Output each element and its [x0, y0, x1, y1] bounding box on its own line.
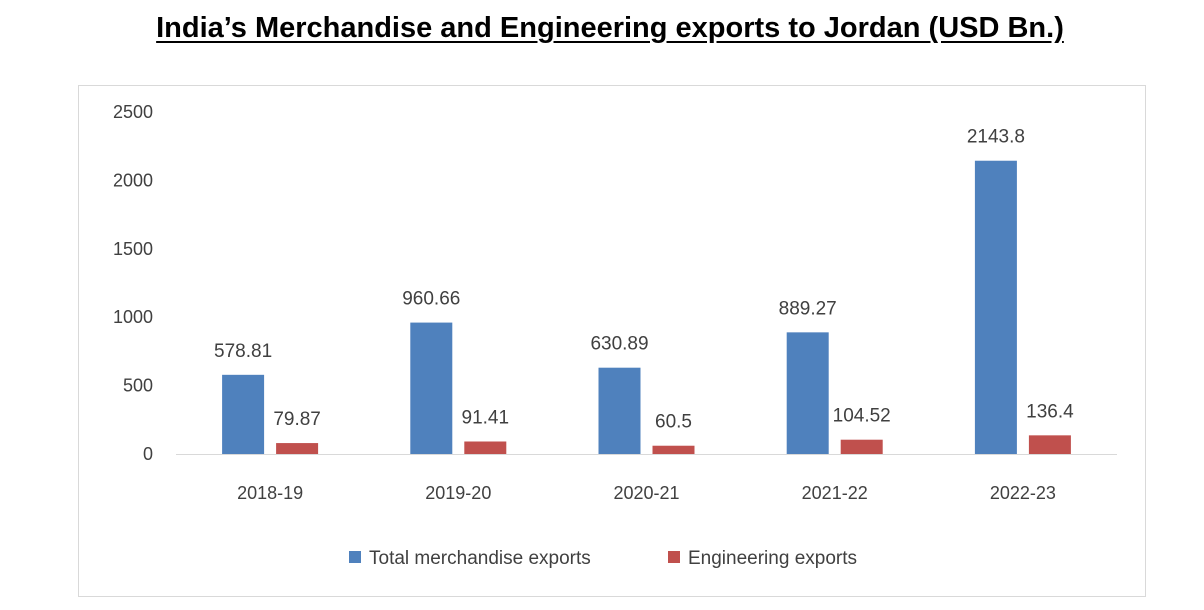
bar-engineering-2020-21 [652, 445, 695, 454]
legend-label: Engineering exports [688, 548, 857, 569]
bar-total-merchandise-2018-19 [222, 374, 265, 454]
bar-engineering-2018-19 [276, 443, 319, 454]
data-label: 889.27 [779, 298, 837, 319]
chart-frame [78, 85, 1146, 597]
legend-swatch-total-merchandise [349, 551, 361, 563]
legend-label: Total merchandise exports [369, 548, 591, 569]
y-tick-label: 500 [123, 376, 153, 396]
data-label: 2143.8 [967, 127, 1025, 148]
y-tick-label: 2500 [113, 102, 153, 122]
data-label: 136.4 [1026, 401, 1074, 422]
y-tick-label: 1500 [113, 239, 153, 259]
bar-total-merchandise-2019-20 [410, 322, 453, 454]
bar-total-merchandise-2021-22 [786, 332, 829, 454]
bar-total-merchandise-2022-23 [974, 160, 1017, 455]
x-tick-label: 2018-19 [237, 483, 303, 503]
data-label: 578.81 [214, 341, 272, 362]
data-label: 630.89 [590, 334, 648, 355]
data-label: 79.87 [273, 409, 321, 430]
data-label: 60.5 [655, 412, 692, 433]
data-label: 104.52 [833, 406, 891, 427]
legend-swatch-engineering [668, 551, 680, 563]
bar-engineering-2022-23 [1028, 435, 1071, 454]
x-tick-label: 2022-23 [990, 483, 1056, 503]
x-tick-label: 2020-21 [613, 483, 679, 503]
legend: Total merchandise exports Engineering exp… [349, 548, 857, 569]
data-label: 960.66 [402, 289, 460, 310]
x-tick-label: 2021-22 [802, 483, 868, 503]
bar-engineering-2021-22 [840, 439, 883, 454]
bar-engineering-2019-20 [464, 441, 507, 454]
data-label: 91.41 [462, 407, 510, 428]
y-tick-label: 0 [143, 444, 153, 464]
x-tick-label: 2019-20 [425, 483, 491, 503]
chart-title: India’s Merchandise and Engineering expo… [156, 12, 1064, 44]
y-tick-label: 1000 [113, 307, 153, 327]
y-tick-label: 2000 [113, 170, 153, 190]
bar-total-merchandise-2020-21 [598, 367, 641, 454]
